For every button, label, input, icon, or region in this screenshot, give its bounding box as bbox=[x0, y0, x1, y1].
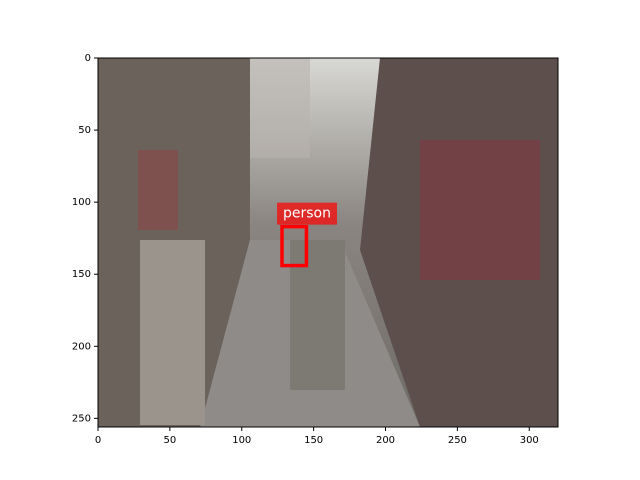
y-tick-label: 200 bbox=[72, 341, 91, 352]
box-label: person bbox=[283, 206, 331, 222]
x-tick-label: 50 bbox=[164, 435, 177, 446]
y-tick-label: 100 bbox=[72, 197, 91, 208]
x-tick-label: 250 bbox=[448, 435, 467, 446]
y-tick-label: 250 bbox=[72, 413, 91, 424]
label-background bbox=[277, 202, 337, 225]
x-tick-label: 200 bbox=[376, 435, 395, 446]
x-tick-label: 0 bbox=[95, 435, 101, 446]
x-tick-label: 150 bbox=[304, 435, 323, 446]
x-tick-label: 100 bbox=[232, 435, 251, 446]
detection-box bbox=[280, 224, 309, 268]
y-tick-label: 150 bbox=[72, 269, 91, 280]
axes-frame bbox=[97, 57, 559, 428]
axes: 0 50 100 150 200 250 300 0 50 100 150 200 250 person bbox=[72, 53, 539, 446]
y-tick-label: 50 bbox=[78, 125, 91, 136]
x-tick-label: 300 bbox=[520, 435, 539, 446]
photo bbox=[98, 58, 558, 427]
y-tick-label: 0 bbox=[85, 53, 91, 64]
